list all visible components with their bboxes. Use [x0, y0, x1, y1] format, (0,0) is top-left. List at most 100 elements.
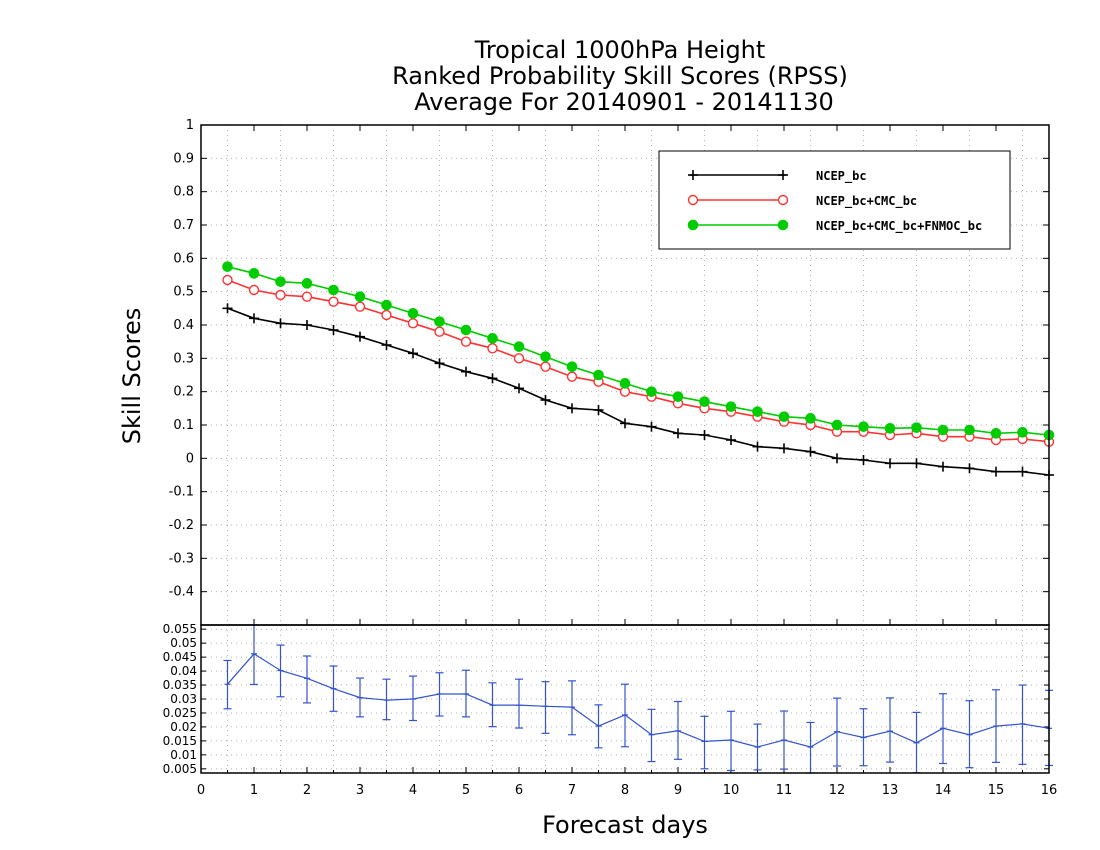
x-tick-label: 1 — [250, 783, 258, 798]
x-tick-label: 6 — [515, 783, 523, 798]
data-point — [1017, 427, 1028, 438]
series-line — [227, 265, 1050, 436]
data-point — [487, 333, 498, 344]
legend-label: NCEP_bc+CMC_bc — [816, 194, 917, 209]
x-tick-label: 0 — [197, 783, 205, 798]
data-point — [487, 343, 498, 354]
data-point — [831, 419, 843, 431]
x-tick-label: 12 — [829, 783, 846, 798]
data-point — [248, 268, 260, 279]
lower-y-axis: 0.0050.010.0150.020.0250.030.0350.040.04… — [163, 622, 1049, 776]
lower-y-tick-label: 0.025 — [163, 706, 197, 720]
data-point — [434, 326, 445, 337]
series-NCEP_bc+CMC_bc+FNMOC_bc — [222, 261, 1055, 441]
x-tick-label: 7 — [568, 783, 576, 798]
x-tick-label: 15 — [988, 783, 1005, 798]
data-point — [460, 324, 472, 336]
upper-y-tick-label: 0.2 — [173, 385, 194, 400]
data-point — [619, 378, 631, 389]
legend-label: NCEP_bc — [816, 169, 867, 184]
data-point — [937, 424, 949, 436]
data-point — [434, 316, 445, 327]
x-tick-label: 14 — [935, 783, 952, 798]
data-point — [301, 278, 313, 289]
data-point — [513, 341, 525, 352]
chart-title-line-3: Average For 20140901 - 20141130 — [414, 88, 834, 116]
chart-title-line-1: Tropical 1000hPa Height — [474, 36, 766, 64]
x-tick-label: 13 — [882, 783, 899, 798]
lower-series — [223, 624, 1053, 774]
data-point — [672, 391, 684, 402]
series-NCEP_bc+CMC_bc — [222, 274, 1055, 447]
lower-y-tick-label: 0.035 — [163, 678, 197, 692]
upper-y-tick-label: 0.7 — [173, 218, 194, 233]
data-point — [725, 401, 737, 412]
upper-y-tick-label: 0.9 — [173, 151, 194, 166]
upper-y-tick-label: -0.1 — [169, 485, 194, 500]
x-axis-title: Forecast days — [542, 811, 708, 839]
lower-y-tick-label: 0.04 — [170, 664, 197, 678]
series-NCEP_bc — [222, 303, 1054, 480]
x-tick-label: 11 — [776, 783, 793, 798]
x-tick-label: 2 — [303, 783, 311, 798]
x-tick-label: 9 — [674, 783, 682, 798]
lower-y-tick-label: 0.05 — [170, 636, 197, 650]
data-point — [858, 421, 869, 432]
legend-marker — [777, 219, 789, 231]
lower-y-tick-label: 0.015 — [163, 734, 197, 748]
data-point — [354, 291, 366, 302]
x-tick-label: 8 — [621, 783, 629, 798]
data-point — [593, 369, 604, 381]
data-point — [222, 274, 233, 286]
upper-y-tick-label: 0.5 — [173, 285, 194, 300]
data-point — [275, 276, 286, 287]
legend: NCEP_bc NCEP_bc+CMC_bc NCEP_bc+CMC_bc+FNMO… — [658, 150, 1011, 250]
legend-marker — [687, 194, 699, 206]
upper-y-tick-label: -0.3 — [169, 551, 194, 566]
series-line — [227, 307, 1050, 476]
data-point — [460, 336, 472, 347]
data-point — [301, 291, 313, 302]
lower-plot-frame — [200, 624, 1050, 774]
data-point — [778, 411, 790, 422]
lower-y-tick-label: 0.045 — [163, 650, 197, 664]
lower-series-line — [227, 653, 1050, 748]
lower-y-tick-label: 0.03 — [170, 692, 197, 706]
upper-plot-series — [222, 261, 1055, 480]
data-point — [540, 361, 551, 372]
lower-y-tick-label: 0.02 — [170, 720, 197, 734]
lower-y-tick-label: 0.055 — [163, 622, 197, 636]
upper-y-tick-label: 1 — [186, 118, 194, 133]
upper-y-axis: -0.4 -0.3 -0.2 -0.1 0 0.1 0.2 0.3 0.4 0.5 0.6 0.7 0.… — [169, 118, 1049, 600]
data-point — [381, 309, 392, 321]
series-line — [227, 279, 1050, 443]
y-axis-title: Skill Scores — [118, 308, 146, 445]
data-point — [964, 424, 975, 436]
lower-y-tick-label: 0.01 — [170, 748, 197, 762]
data-point — [699, 396, 710, 407]
data-point — [566, 361, 578, 372]
lower-y-tick-label: 0.005 — [163, 762, 197, 776]
legend-marker — [687, 219, 699, 231]
data-point — [911, 422, 922, 433]
legend-label: NCEP_bc+CMC_bc+FNMOC_bc — [816, 219, 982, 234]
upper-y-tick-label: 0.1 — [173, 418, 194, 433]
x-tick-label: 4 — [409, 783, 417, 798]
upper-y-tick-label: 0.8 — [173, 185, 194, 200]
data-point — [275, 289, 286, 301]
lower-plot-series — [223, 624, 1053, 774]
data-point — [540, 351, 551, 362]
upper-y-tick-label: 0 — [186, 451, 194, 466]
x-tick-label: 3 — [356, 783, 364, 798]
data-point — [752, 406, 763, 417]
upper-y-tick-label: 0.3 — [173, 351, 194, 366]
upper-y-tick-label: -0.4 — [169, 585, 194, 600]
data-point — [354, 301, 366, 312]
legend-marker — [777, 194, 789, 206]
data-point — [328, 284, 339, 296]
data-point — [805, 413, 816, 424]
data-point — [328, 296, 339, 307]
data-point — [381, 299, 392, 311]
data-point — [222, 261, 233, 272]
